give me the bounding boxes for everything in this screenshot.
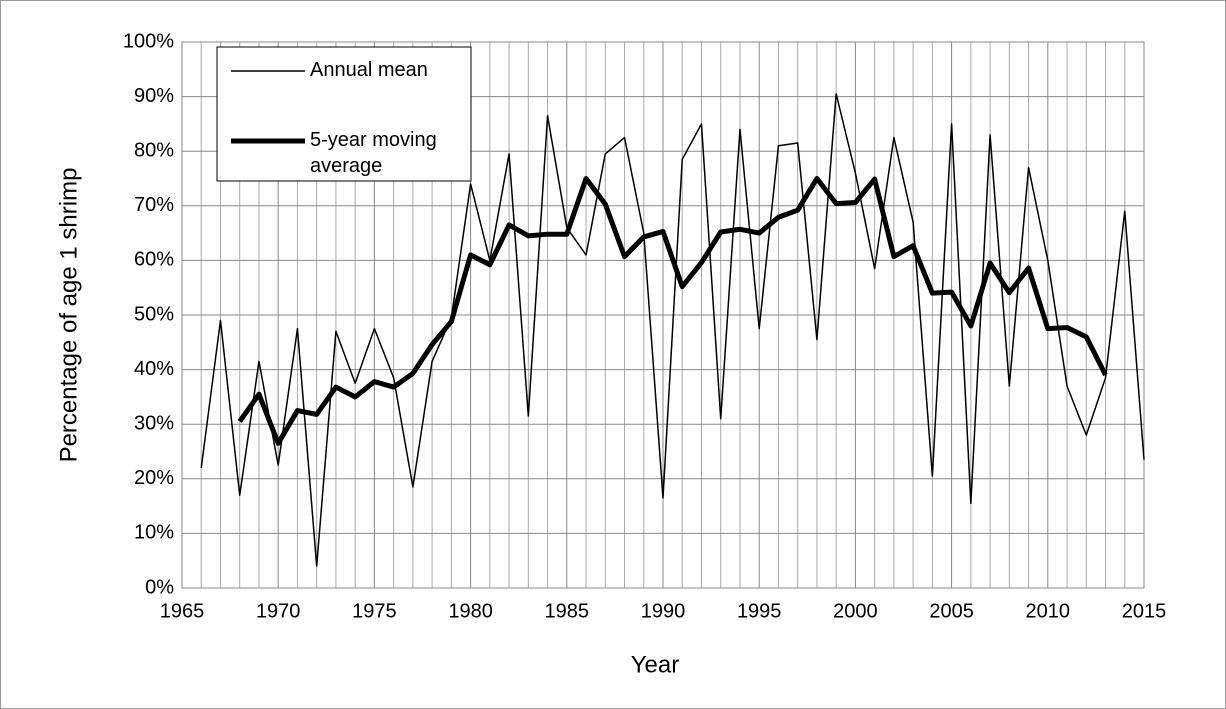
legend-label: 5-year moving average [310,129,437,177]
y-tick-label: 10% [134,522,174,544]
y-tick-label: 0% [145,576,174,598]
data-line [237,176,1108,446]
x-tick-label: 2015 [1122,600,1167,622]
y-tick-label: 40% [134,358,174,380]
y-tick-label: 30% [134,412,174,434]
y-tick-label: 80% [134,139,174,161]
y-tick-label: 90% [134,85,174,107]
x-tick-label: 1995 [737,600,782,622]
legend-box [216,46,472,182]
x-tick-label: 2000 [833,600,878,622]
data-line [200,93,1145,567]
y-tick-label: 60% [134,249,174,271]
plot-border [181,41,1145,589]
y-tick-label: 50% [134,303,174,325]
x-tick-label: 1985 [545,600,590,622]
y-tick-label: 70% [134,194,174,216]
y-tick-label: 20% [134,467,174,489]
x-tick-label: 2005 [929,600,974,622]
x-tick-label: 2010 [1026,600,1071,622]
x-tick-label: 1970 [256,600,301,622]
legend-label: Annual mean [310,59,428,81]
x-tick-label: 1975 [352,600,397,622]
x-tick-label: 1990 [641,600,686,622]
y-axis-title: Percentage of age 1 shrimp [55,168,82,463]
x-tick-label: 1980 [448,600,493,622]
x-axis-title: Year [631,651,680,678]
x-tick-label: 1965 [160,600,205,622]
y-tick-label: 100% [123,30,174,52]
